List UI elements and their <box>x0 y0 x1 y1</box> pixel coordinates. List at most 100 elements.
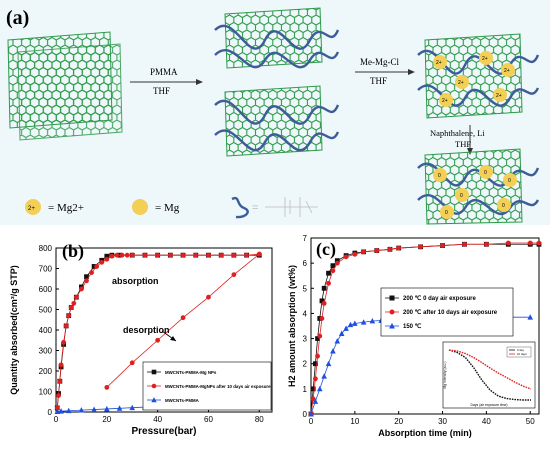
data-point <box>315 353 320 359</box>
annotation-desorption: desorption <box>123 325 170 335</box>
data-point <box>206 294 211 300</box>
mg-atom-marker <box>455 188 469 202</box>
y-tick-label: 300 <box>39 347 53 356</box>
data-point <box>244 252 249 258</box>
data-point <box>319 298 325 304</box>
data-point <box>396 245 402 251</box>
legend-ion-text: = Mg2+ <box>48 202 84 214</box>
series-circle <box>54 251 262 411</box>
data-point <box>315 336 320 341</box>
step2-solvent: THF <box>370 76 387 86</box>
data-point <box>387 246 393 252</box>
legend-label: 200 ℃ after 10 days air exposure <box>403 309 498 316</box>
data-point <box>167 252 173 258</box>
inset-y-label: Mg intensity (a.u.) <box>443 362 447 389</box>
x-tick-label: 50 <box>526 417 535 426</box>
data-point <box>352 320 358 326</box>
x-axis-label: Pressure(bar) <box>131 426 196 437</box>
x-tick-label: 0 <box>54 415 59 424</box>
polymer-chain-icon <box>231 196 249 219</box>
data-point <box>256 251 262 257</box>
data-point <box>91 406 97 412</box>
mg-atom-icon <box>132 199 148 215</box>
data-point <box>84 278 89 284</box>
data-point <box>79 286 84 292</box>
x-tick-label: 80 <box>255 415 264 424</box>
data-point <box>58 408 64 414</box>
plot-frame <box>310 237 540 415</box>
mg-ion-marker-charge: 2+ <box>442 98 448 104</box>
data-point <box>231 272 237 278</box>
data-point <box>129 404 136 411</box>
data-point <box>58 362 64 368</box>
data-point <box>330 348 336 354</box>
data-point <box>54 408 61 414</box>
x-tick-label: 30 <box>438 417 447 426</box>
mg-ion-icon-charge: 2+ <box>28 206 35 212</box>
data-point <box>321 285 327 291</box>
annotation-absorption: absorption <box>112 276 159 286</box>
mg-atom-marker-charge: 0 <box>445 210 448 216</box>
nanotube-sheet-with-ions: 2+ 2+ 2+ 2+ 2+ 2+ <box>417 33 540 119</box>
mg-ion-marker-charge: 2+ <box>504 68 510 74</box>
data-point <box>312 398 319 404</box>
data-point <box>66 313 72 319</box>
mg-ion-marker <box>455 75 469 89</box>
data-point <box>89 270 94 275</box>
chart-c: 0 10 20 30 40 50 0 1 2 3 4 5 6 7 Absorption time (min)… <box>287 234 542 438</box>
series-circle <box>308 240 542 417</box>
data-point <box>347 321 354 328</box>
mg-atom-marker <box>433 168 447 182</box>
mg-ion-marker <box>439 93 453 107</box>
mg-ion-marker-charge: 2+ <box>458 80 464 86</box>
inset-legend-label: 10 days <box>517 352 527 356</box>
panel-a: (a) PMMA THF Me-Mg-Cl THF <box>0 0 550 225</box>
mg-atom-marker <box>479 165 493 179</box>
data-point <box>334 260 340 266</box>
arrow-pmma <box>130 79 203 85</box>
y-tick-label: 400 <box>39 326 53 335</box>
mg-atom-marker-charge: 0 <box>502 203 505 209</box>
data-point <box>321 300 327 306</box>
data-point <box>65 407 72 414</box>
data-point <box>334 338 341 344</box>
mg-atom-marker-charge: 0 <box>484 170 487 176</box>
data-point <box>325 360 332 367</box>
legend-ion: 2+ = Mg2+ <box>25 199 84 215</box>
mg-ion-marker-charge: 2+ <box>496 93 502 99</box>
legend-label: MWCNTs-PMMA-Mg NPs <box>165 370 217 375</box>
y-tick-label: 2 <box>303 360 308 369</box>
x-tick-label: 20 <box>102 415 111 424</box>
data-point <box>310 386 316 392</box>
inset-series-line <box>448 349 532 390</box>
data-point <box>109 253 115 259</box>
mg-atom-marker <box>440 205 454 219</box>
mg-ion-icon <box>25 199 41 215</box>
data-point <box>483 241 489 247</box>
data-point <box>308 411 314 417</box>
data-point <box>316 385 323 392</box>
legend-mg: = Mg <box>132 199 180 215</box>
step2-reagent: Me-Mg-Cl <box>360 57 399 67</box>
y-tick-label: 0 <box>303 410 308 419</box>
legend-label: MWCNTs-PMMA-MgNPs after 10 days air expo… <box>165 384 271 389</box>
data-point <box>505 240 511 246</box>
data-point <box>193 252 199 258</box>
data-point <box>317 333 323 339</box>
data-point <box>218 252 224 258</box>
legend-mg-text: = Mg <box>155 202 180 214</box>
mg-ion-marker <box>493 88 507 102</box>
inset-series-line <box>448 349 531 401</box>
data-point <box>352 251 358 257</box>
data-point <box>78 407 85 413</box>
step3-solvent: THF <box>455 139 471 149</box>
data-point <box>527 240 533 246</box>
panel-a-label: (a) <box>6 7 29 29</box>
data-point <box>114 252 120 258</box>
y-tick-label: 7 <box>303 234 308 243</box>
panel-c-label: (c) <box>316 239 336 260</box>
data-point <box>326 280 331 286</box>
pmma-structure-icon <box>265 197 318 217</box>
equals-sign: = <box>252 202 258 214</box>
data-point <box>116 405 123 411</box>
